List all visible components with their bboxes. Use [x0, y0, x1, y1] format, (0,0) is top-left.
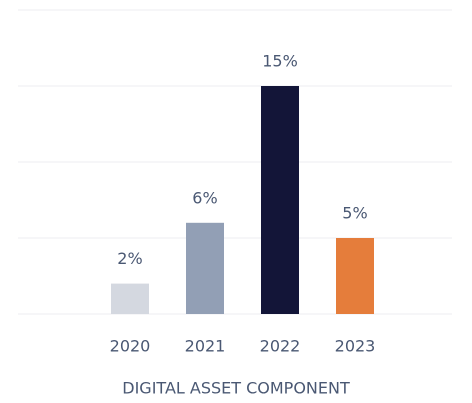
bar [261, 86, 299, 314]
x-tick-label: 2023 [335, 337, 376, 356]
x-tick-label: 2022 [260, 337, 301, 356]
data-label: 15% [262, 52, 298, 71]
data-label: 2% [117, 249, 142, 268]
data-label: 6% [192, 188, 217, 207]
bar [186, 222, 224, 314]
data-label: 5% [342, 204, 367, 223]
x-tick-label: 2021 [185, 337, 226, 356]
bar [111, 283, 149, 314]
bar [336, 238, 374, 314]
x-axis-label: DIGITAL ASSET COMPONENT [122, 379, 350, 398]
x-tick-label: 2020 [110, 337, 151, 356]
